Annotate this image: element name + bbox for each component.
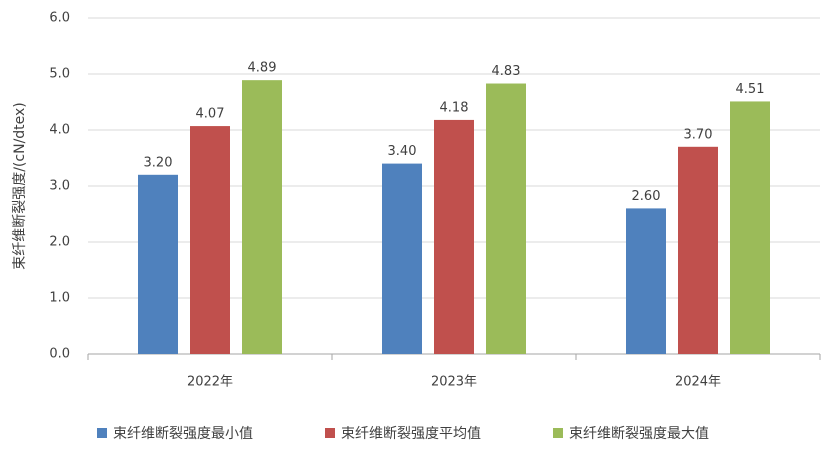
- data-label: 3.20: [144, 155, 173, 170]
- data-label: 4.89: [248, 61, 277, 76]
- y-tick-label: 3.0: [49, 179, 70, 194]
- bar: [434, 119, 474, 354]
- y-tick-label: 0.0: [49, 347, 70, 362]
- data-label: 4.51: [736, 82, 765, 97]
- data-label: 4.07: [196, 107, 225, 122]
- y-tick-label: 5.0: [49, 67, 70, 82]
- y-tick-label: 4.0: [49, 123, 70, 138]
- bar: [730, 101, 770, 354]
- bar: [242, 80, 282, 354]
- legend-label: 束纤维断裂强度最小值: [113, 426, 253, 442]
- data-label: 3.40: [388, 144, 417, 159]
- x-tick-label: 2022年: [187, 375, 233, 390]
- bar: [138, 174, 178, 354]
- legend-label: 束纤维断裂强度最大值: [569, 426, 709, 442]
- bar: [486, 83, 526, 355]
- y-tick-label: 2.0: [49, 235, 70, 250]
- legend-label: 束纤维断裂强度平均值: [341, 426, 481, 442]
- y-tick-label: 1.0: [49, 291, 70, 306]
- data-label: 3.70: [684, 127, 713, 142]
- data-label: 4.18: [440, 100, 469, 115]
- bar: [678, 146, 718, 354]
- y-tick-label: 6.0: [49, 11, 70, 26]
- legend-swatch: [325, 428, 335, 438]
- data-label: 2.60: [632, 189, 661, 204]
- bar: [190, 126, 230, 354]
- legend-swatch: [553, 428, 563, 438]
- bar: [382, 163, 422, 354]
- x-tick-label: 2023年: [431, 375, 477, 390]
- data-label: 4.83: [492, 64, 521, 79]
- x-tick-label: 2024年: [675, 375, 721, 390]
- bar: [626, 208, 666, 354]
- legend-swatch: [97, 428, 107, 438]
- y-axis-label: 束纤维断裂强度/(cN/dtex): [12, 102, 28, 270]
